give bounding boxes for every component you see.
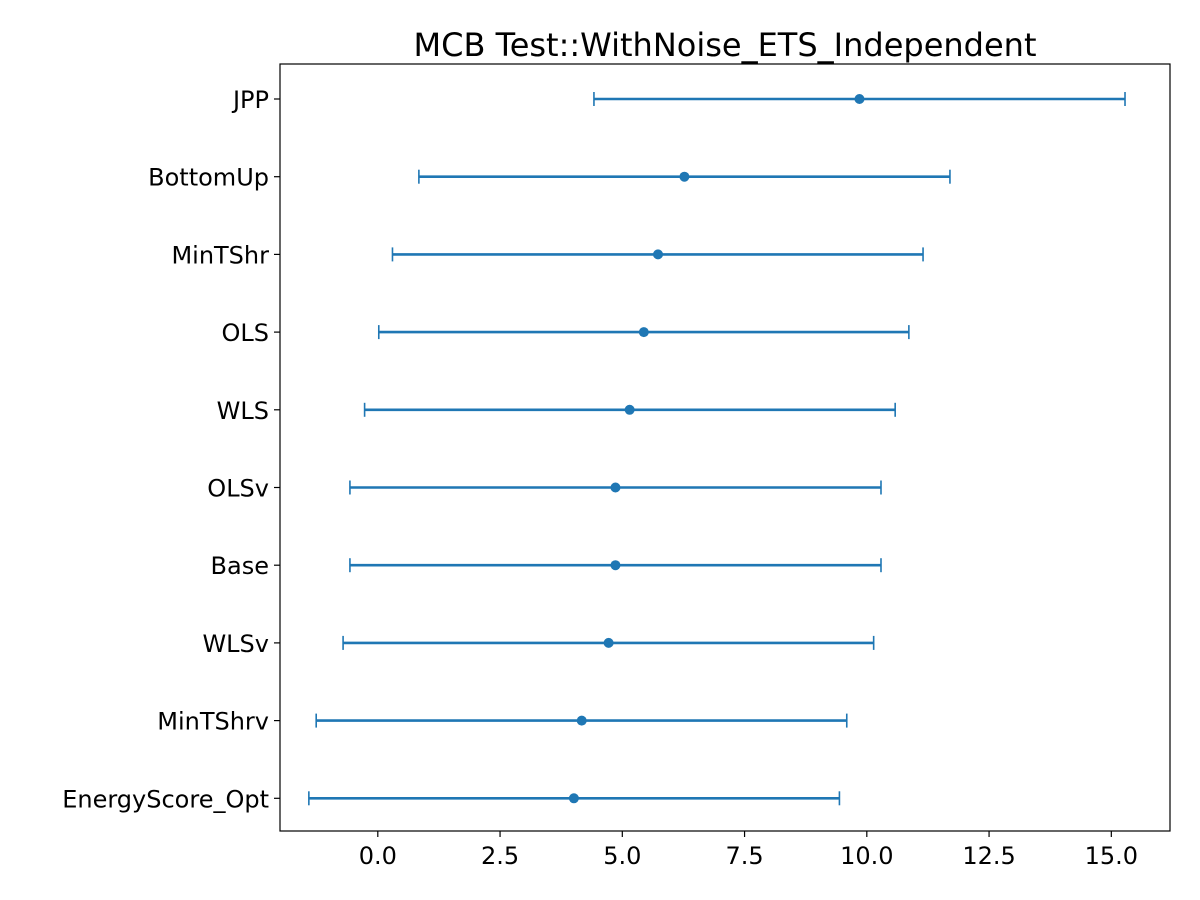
y-tick-label: EnergyScore_Opt: [62, 785, 269, 813]
data-point-jpp: [854, 94, 865, 104]
x-tick-label: 7.5: [725, 842, 763, 870]
errorbar-wlsv: [342, 635, 875, 650]
errorbar-olsv: [349, 480, 882, 495]
y-tick-label: WLSv: [202, 630, 269, 658]
axes-frame: [279, 63, 1171, 832]
chart-marks: [308, 92, 1126, 806]
errorbar-wls: [363, 402, 896, 417]
y-tick-label: Base: [211, 552, 269, 580]
x-tick-label: 15.0: [1085, 842, 1138, 870]
y-tick-label: BottomUp: [148, 164, 269, 192]
data-point-ols: [638, 327, 649, 338]
y-tick-label: WLS: [217, 397, 269, 425]
data-point-bottomup: [679, 171, 690, 182]
errorbar-jpp: [593, 92, 1126, 106]
y-tick-label: OLSv: [207, 475, 269, 503]
y-tick-label: OLS: [222, 319, 270, 347]
data-point-mintshrv: [576, 715, 587, 726]
data-point-energyscore-opt: [568, 793, 579, 804]
y-tick-label: JPP: [231, 86, 269, 114]
y-tick-label: MinTShr: [171, 241, 269, 269]
chart-title: MCB Test::WithNoise_ETS_Independent: [414, 26, 1037, 64]
errorbar-mintshrv: [315, 713, 848, 728]
errorbar-bottomup: [418, 169, 951, 184]
x-tick-label: 12.5: [962, 842, 1015, 870]
data-point-olsv: [610, 482, 621, 493]
y-axis-ticks: JPP BottomUp MinTShr OLS WLS OLSv Base WLSv MinT…: [62, 86, 280, 813]
data-point-mintshr: [653, 249, 664, 260]
x-tick-label: 0.0: [359, 842, 397, 870]
data-point-wls: [624, 404, 635, 415]
y-tick-label: MinTShrv: [157, 708, 269, 736]
x-tick-label: 2.5: [481, 842, 519, 870]
data-point-base: [610, 560, 621, 571]
errorbar-base: [349, 558, 882, 573]
x-tick-label: 5.0: [603, 842, 641, 870]
x-tick-label: 10.0: [840, 842, 893, 870]
data-point-wlsv: [603, 637, 614, 648]
errorbar-ols: [377, 325, 910, 340]
errorbar-mintshr: [391, 247, 924, 262]
x-axis-ticks: 0.0 2.5 5.0 7.5 10.0 12.5 15.0: [359, 831, 1138, 870]
errorbar-energyscore-opt: [308, 791, 841, 806]
